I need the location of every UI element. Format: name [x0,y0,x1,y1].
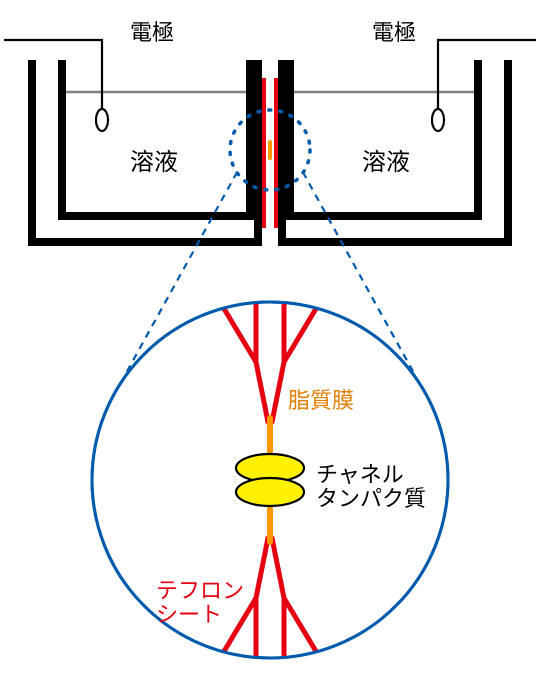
label-teflon-1: テフロン [156,578,244,603]
label-channel-protein-2: タンパク質 [316,486,426,511]
label-electrode-right: 電極 [372,20,416,45]
diagram-root: 電極 電極溶液 溶液脂質膜チャネルタンパク質テフロンシート [0,0,540,683]
channel-ellipse-bottom [236,478,304,506]
electrode-wire-left [4,40,102,108]
electrode-tip-left [96,109,108,131]
label-electrode-left: 電極 [130,20,174,45]
label-lipid-membrane: 脂質膜 [288,388,354,413]
label-teflon-2: シート [156,602,222,627]
label-solution-left: 溶液 [130,149,178,176]
electrode-wire-right [438,40,536,108]
electrode-tip-right [432,109,444,131]
label-solution-right: 溶液 [362,149,410,176]
label-channel-protein-1: チャネル [316,462,404,487]
